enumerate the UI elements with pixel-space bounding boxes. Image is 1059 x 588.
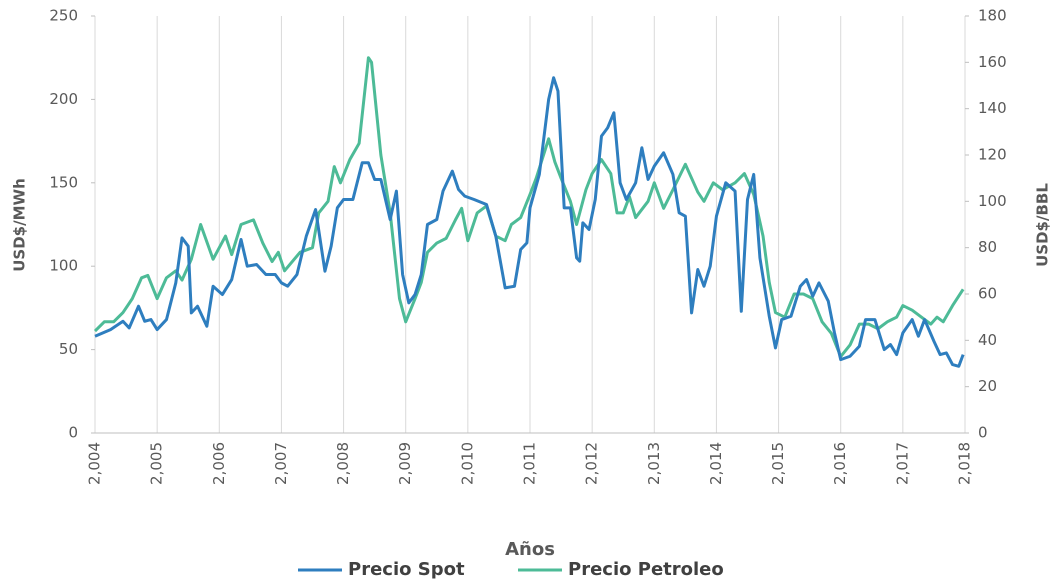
x-tick-label: 2,008 [334, 442, 352, 485]
y-tick-label: 150 [49, 173, 78, 191]
y2-axis-title: USD$/BBL [1034, 183, 1052, 267]
legend-label: Precio Petroleo [568, 559, 724, 580]
x-tick-label: 2,011 [521, 442, 539, 485]
y2-tick-label: 180 [978, 7, 1007, 25]
x-tick-label: 2,017 [893, 442, 911, 485]
y2-tick-label: 140 [978, 99, 1007, 117]
x-tick-label: 2,016 [831, 442, 849, 485]
x-tick-label: 2,004 [86, 442, 104, 485]
y2-tick-label: 160 [978, 53, 1007, 71]
x-tick-label: 2,010 [458, 442, 476, 485]
x-tick-label: 2,005 [148, 442, 166, 485]
y2-tick-label: 20 [978, 377, 997, 395]
x-tick-label: 2,012 [583, 442, 601, 485]
x-tick-label: 2,007 [272, 442, 290, 485]
y-tick-label: 200 [49, 90, 78, 108]
y2-tick-label: 60 [978, 285, 997, 303]
series-line [93, 56, 965, 359]
x-tick-label: 2,015 [769, 442, 787, 485]
x-tick-label: 2,014 [707, 442, 725, 485]
legend-label: Precio Spot [348, 559, 465, 580]
y2-tick-label: 120 [978, 146, 1007, 164]
y-axis-title: USD$/MWh [11, 178, 29, 272]
x-tick-label: 2,006 [210, 442, 228, 485]
y-tick-label: 100 [49, 257, 78, 275]
y-tick-label: 0 [68, 424, 78, 442]
y2-tick-label: 100 [978, 192, 1007, 210]
y2-tick-label: 0 [978, 424, 988, 442]
y2-tick-label: 80 [978, 238, 997, 256]
y-tick-label: 50 [59, 340, 78, 358]
x-tick-label: 2,018 [956, 442, 974, 485]
x-axis-title: Años [505, 539, 555, 560]
y2-tick-label: 40 [978, 331, 997, 349]
x-tick-label: 2,009 [396, 442, 414, 485]
x-tick-label: 2,013 [645, 442, 663, 485]
series-line [94, 76, 965, 368]
y-tick-label: 250 [49, 7, 78, 25]
